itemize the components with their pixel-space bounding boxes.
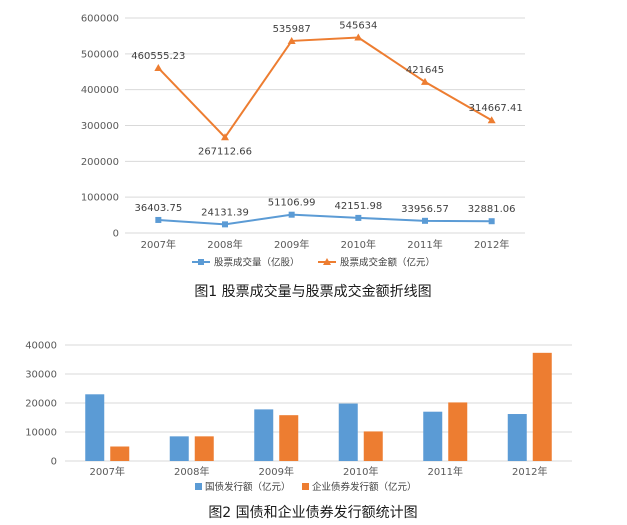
y-tick-label: 500000 (81, 49, 119, 60)
chart-caption: 图2 国债和企业债券发行额统计图 (208, 504, 417, 521)
y-tick-label: 20000 (25, 399, 57, 410)
data-label: 36403.75 (134, 203, 182, 214)
legend-label: 国债发行额（亿元） (205, 481, 291, 493)
data-point-marker (288, 211, 295, 218)
legend-marker (323, 258, 331, 265)
legend-swatch (195, 483, 202, 490)
chart-caption: 图1 股票成交量与股票成交金额折线图 (194, 283, 431, 300)
x-tick-label: 2010年 (343, 465, 378, 478)
data-label: 24131.39 (201, 207, 249, 218)
bar (423, 411, 443, 461)
x-tick-label: 2007年 (141, 238, 176, 251)
x-tick-label: 2009年 (259, 465, 294, 478)
data-point-marker (422, 217, 428, 224)
bar (338, 403, 358, 461)
y-tick-label: 400000 (81, 85, 119, 96)
data-point-marker (287, 36, 296, 44)
bar (279, 415, 299, 461)
legend-marker (198, 259, 204, 265)
x-tick-label: 2011年 (428, 465, 463, 478)
data-point-marker (421, 77, 429, 85)
data-label: 460555.23 (131, 51, 185, 62)
y-tick-label: 200000 (81, 157, 119, 168)
x-tick-label: 2011年 (407, 238, 442, 251)
data-label: 32881.06 (468, 204, 516, 215)
y-tick-label: 10000 (25, 428, 57, 439)
data-point-marker (155, 216, 162, 223)
series-line-1 (158, 213, 492, 226)
x-tick-label: 2009年 (274, 238, 309, 251)
bar (507, 414, 527, 461)
bar (85, 394, 105, 461)
legend-label: 股票成交金额（亿元） (340, 257, 435, 269)
data-point-marker (355, 214, 362, 221)
y-tick-label: 40000 (25, 341, 57, 352)
bar (169, 436, 189, 461)
data-label: 314667.41 (469, 103, 523, 114)
bar (532, 352, 552, 461)
data-point-marker (221, 133, 229, 141)
y-tick-label: 0 (51, 457, 57, 468)
legend-label: 企业债券发行额（亿元） (312, 481, 417, 493)
data-point-marker (154, 63, 163, 71)
y-tick-label: 600000 (81, 14, 119, 25)
data-label: 421645 (406, 65, 444, 76)
data-point-marker (354, 33, 363, 41)
bar (363, 431, 383, 461)
data-label: 267112.66 (198, 146, 252, 157)
series-line-2 (157, 36, 493, 139)
x-tick-label: 2008年 (207, 238, 242, 251)
line-chart: 0 100000 200000 300000 400000 500000 600000 200… (81, 14, 525, 300)
x-tick-label: 2012年 (512, 465, 547, 478)
data-point-marker (222, 221, 228, 228)
y-tick-label: 0 (113, 229, 119, 240)
x-tick-label: 2007年 (90, 465, 125, 478)
legend-label: 股票成交量（亿股） (214, 257, 300, 269)
bar (448, 402, 468, 461)
x-tick-label: 2008年 (174, 465, 209, 478)
y-tick-label: 300000 (81, 121, 119, 132)
data-point-marker (488, 218, 495, 225)
legend-swatch (302, 483, 309, 490)
bar (110, 446, 130, 461)
bar (254, 409, 274, 461)
bar (194, 436, 214, 461)
data-label: 42151.98 (334, 201, 382, 212)
y-tick-label: 100000 (81, 193, 119, 204)
data-point-marker (487, 116, 496, 124)
data-label: 545634 (339, 20, 377, 31)
y-tick-label: 30000 (25, 370, 57, 381)
bar-chart: 0 10000 20000 30000 40000 2007年 2008年 2009年 2010… (25, 341, 572, 521)
x-tick-label: 2010年 (341, 238, 376, 251)
x-tick-label: 2012年 (474, 238, 509, 251)
data-label: 51106.99 (268, 198, 316, 209)
data-label: 33956.57 (401, 204, 449, 215)
data-label: 535987 (273, 24, 311, 35)
